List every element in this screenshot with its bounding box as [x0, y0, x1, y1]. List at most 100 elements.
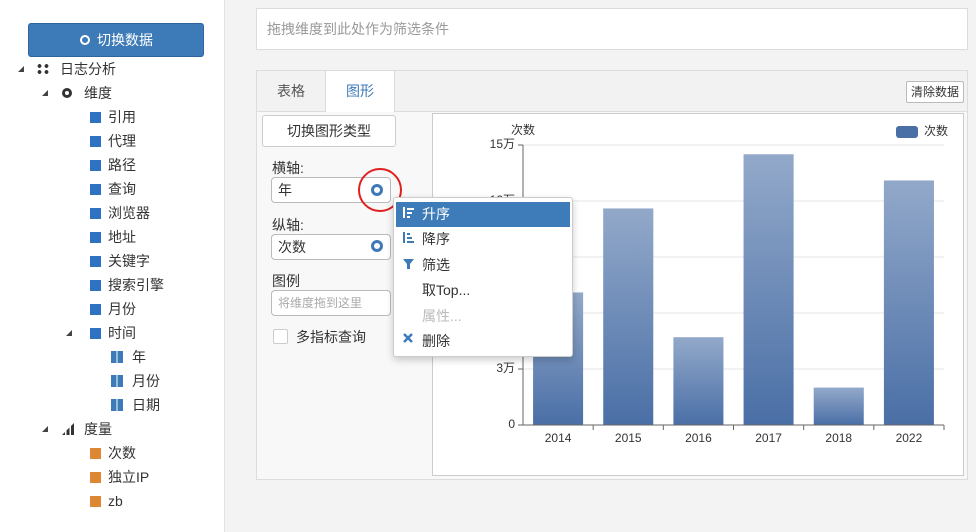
menu-item[interactable]: 升序	[396, 202, 570, 227]
tree-icon	[62, 423, 74, 435]
refresh-icon	[80, 35, 90, 45]
tree-row[interactable]: 代理	[0, 129, 224, 153]
tree-row[interactable]: 度量	[0, 417, 224, 441]
tree-row[interactable]: 时间	[0, 321, 224, 345]
tree-label: 路径	[108, 157, 136, 173]
tree-icon	[62, 88, 72, 98]
tree-icon	[90, 496, 101, 507]
tree-icon	[36, 63, 50, 75]
checkbox[interactable]	[273, 329, 288, 344]
tree-label: 关键字	[108, 253, 150, 269]
tree-icon	[90, 472, 101, 483]
tree-label: 日期	[132, 397, 160, 413]
tree-label: zb	[108, 493, 123, 509]
bar-sheen	[673, 337, 724, 425]
tree-row[interactable]: 路径	[0, 153, 224, 177]
tree-row[interactable]: 日志分析	[0, 57, 224, 81]
bar-sheen	[883, 180, 934, 425]
tree-icon	[90, 448, 101, 459]
tree-row[interactable]: 维度	[0, 81, 224, 105]
tree-label: 日志分析	[60, 61, 116, 77]
x-tick-label: 2022	[896, 431, 923, 445]
menu-item[interactable]: 降序	[422, 231, 450, 248]
bar-sheen	[603, 208, 654, 425]
tree-row[interactable]: 年	[0, 345, 224, 369]
tree-label: 次数	[108, 445, 136, 461]
y-axis-title: 次数	[511, 122, 535, 137]
tree-row[interactable]: 次数	[0, 441, 224, 465]
x-tick-label: 2016	[685, 431, 712, 445]
filter-drop-zone[interactable]: 拖拽维度到此处作为筛选条件	[256, 8, 968, 50]
tree-icon	[90, 328, 101, 339]
tree-icon	[90, 256, 101, 267]
tree-row[interactable]: 日期	[0, 393, 224, 417]
y-tick-label: 15万	[490, 137, 515, 151]
menu-item[interactable]: 筛选	[422, 256, 450, 273]
x-axis-label: 横轴:	[272, 160, 304, 176]
expand-toggle	[66, 330, 72, 336]
y-axis-value: 次数	[278, 239, 306, 255]
multi-metric-label: 多指标查询	[296, 329, 366, 345]
tree-row[interactable]: 查询	[0, 177, 224, 201]
legend-label: 图例	[272, 273, 300, 289]
tree-icon	[90, 280, 101, 291]
highlight-circle	[358, 168, 402, 212]
y-tick-label: 3万	[496, 361, 515, 375]
x-tick-label: 2014	[545, 431, 572, 445]
tree-label: 代理	[108, 133, 136, 149]
legend-drop-zone[interactable]: 将维度拖到这里	[271, 290, 391, 316]
tree-row[interactable]: 关键字	[0, 249, 224, 273]
gear-icon[interactable]	[371, 240, 383, 252]
tree-icon	[90, 112, 101, 123]
x-axis-value: 年	[278, 182, 292, 198]
tree-label: 时间	[108, 325, 136, 341]
tab[interactable]: 表格	[277, 83, 305, 99]
tree-label: 年	[132, 349, 146, 365]
tree-row[interactable]: 搜索引擎	[0, 273, 224, 297]
expand-toggle	[42, 90, 48, 96]
tree-label: 地址	[108, 229, 136, 245]
y-tick-label: 0	[508, 417, 515, 431]
sidebar: 切换数据 日志分析 维度 引用 代理 路径 查询 浏览器 地址 关键字 搜索引擎 月份 时间年月份 日期…	[0, 0, 225, 532]
tree-row[interactable]: zb	[0, 489, 224, 513]
x-tick-label: 2017	[755, 431, 782, 445]
tree-icon	[111, 375, 123, 387]
expand-toggle	[42, 426, 48, 432]
tree-row[interactable]: 地址	[0, 225, 224, 249]
tree-label: 搜索引擎	[108, 277, 164, 293]
menu-icons	[403, 207, 414, 343]
tree-row[interactable]: 浏览器	[0, 201, 224, 225]
switch-chart-type-button[interactable]: 切换图形类型	[262, 115, 396, 147]
tree-icon	[90, 232, 101, 243]
tree-icon	[111, 351, 123, 363]
legend-label: 次数	[924, 123, 948, 138]
tree-label: 引用	[108, 109, 136, 125]
tree-row[interactable]: 月份	[0, 297, 224, 321]
x-tick-label: 2018	[825, 431, 852, 445]
y-axis-label: 纵轴:	[272, 217, 304, 233]
bar-sheen	[813, 387, 864, 425]
context-menu: 升序降序筛选取Top... 属性... 删除	[393, 197, 573, 357]
tree-icon	[90, 136, 101, 147]
tree-label: 度量	[84, 421, 112, 437]
tree-icon	[111, 399, 123, 411]
tab-active[interactable]: 图形	[325, 71, 395, 112]
tree-row[interactable]: 独立IP	[0, 465, 224, 489]
tree-label: 月份	[108, 301, 136, 317]
expand-toggle	[18, 66, 24, 72]
menu-item[interactable]: 取Top...	[422, 282, 471, 299]
switch-data-button[interactable]: 切换数据	[28, 23, 204, 57]
tree-label: 查询	[108, 181, 136, 197]
menu-item: 属性...	[422, 307, 462, 324]
tree-row[interactable]: 月份	[0, 369, 224, 393]
tree-label: 维度	[84, 85, 112, 101]
tree-row[interactable]: 引用	[0, 105, 224, 129]
tree-label: 月份	[132, 373, 160, 389]
clear-button[interactable]: 清除数据	[906, 81, 964, 103]
tree-icon	[90, 304, 101, 315]
menu-item[interactable]: 删除	[422, 333, 450, 349]
legend-swatch	[896, 126, 918, 138]
x-tick-label: 2015	[615, 431, 642, 445]
tree-icon	[90, 208, 101, 219]
